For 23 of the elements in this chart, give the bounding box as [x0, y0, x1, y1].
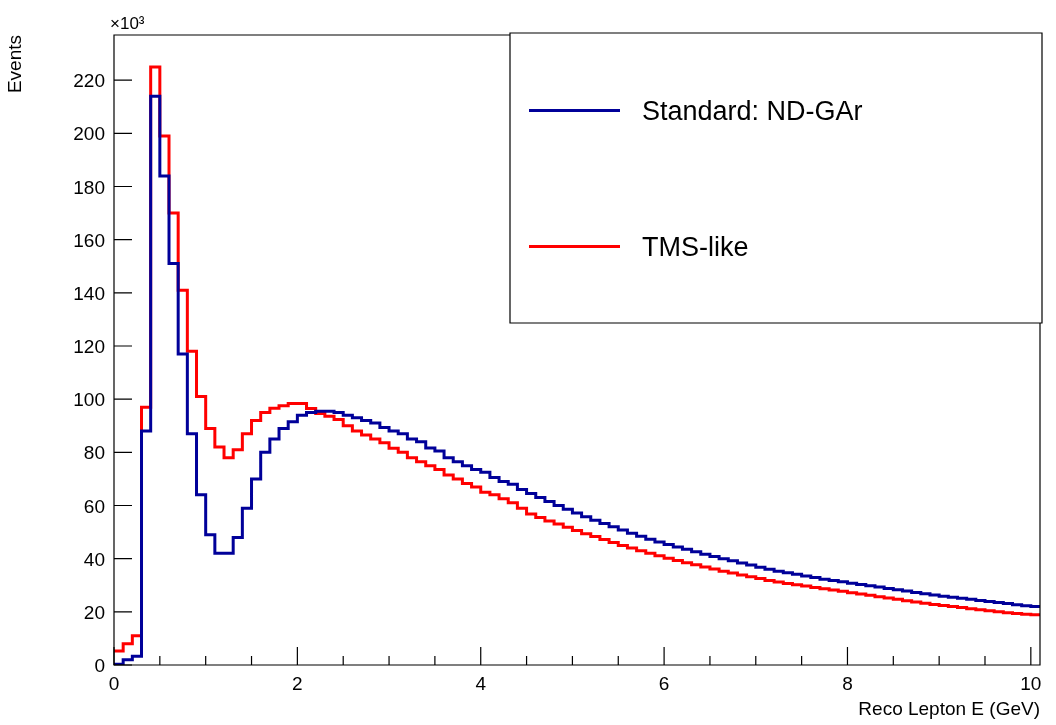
x-tick-label: 2 — [292, 673, 303, 694]
y-tick-label: 100 — [73, 389, 105, 411]
y-tick-label: 200 — [73, 123, 105, 145]
y-tick-label: 80 — [83, 442, 105, 464]
y-tick-label: 180 — [73, 176, 105, 198]
text: ×10³ — [110, 14, 145, 34]
x-axis-title: Reco Lepton E (GeV) — [858, 697, 1040, 719]
y-tick-label: 40 — [83, 548, 105, 570]
x-tick-label: 4 — [475, 673, 487, 694]
y-tick-label: 140 — [73, 282, 105, 304]
y-tick-label: 120 — [73, 336, 105, 358]
y-tick-label: 20 — [83, 601, 105, 623]
x-tick-label: 0 — [108, 673, 120, 694]
y-tick-label: 220 — [73, 70, 105, 92]
x-tick-label: 10 — [1020, 673, 1042, 694]
y-tick-label: 0 — [94, 655, 105, 676]
x-tick-label: 6 — [658, 673, 670, 694]
y-axis-title: Events — [3, 35, 25, 94]
x-tick-label: 8 — [842, 673, 853, 694]
y-tick-label: 160 — [73, 229, 105, 251]
legend-label: Standard: ND-GAr — [642, 95, 863, 126]
legend-label: TMS-like — [642, 231, 749, 262]
y-tick-label: 60 — [83, 495, 105, 517]
